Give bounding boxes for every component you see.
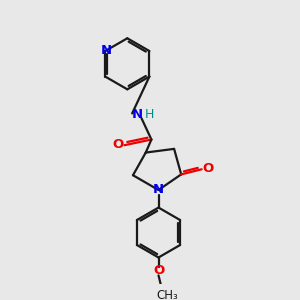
Text: CH₃: CH₃ <box>156 289 178 300</box>
Text: O: O <box>112 138 124 151</box>
Text: N: N <box>101 44 112 57</box>
Text: O: O <box>153 264 164 277</box>
Text: O: O <box>202 162 214 175</box>
Text: N: N <box>132 108 143 121</box>
Text: H: H <box>145 108 154 121</box>
Text: N: N <box>153 184 164 196</box>
